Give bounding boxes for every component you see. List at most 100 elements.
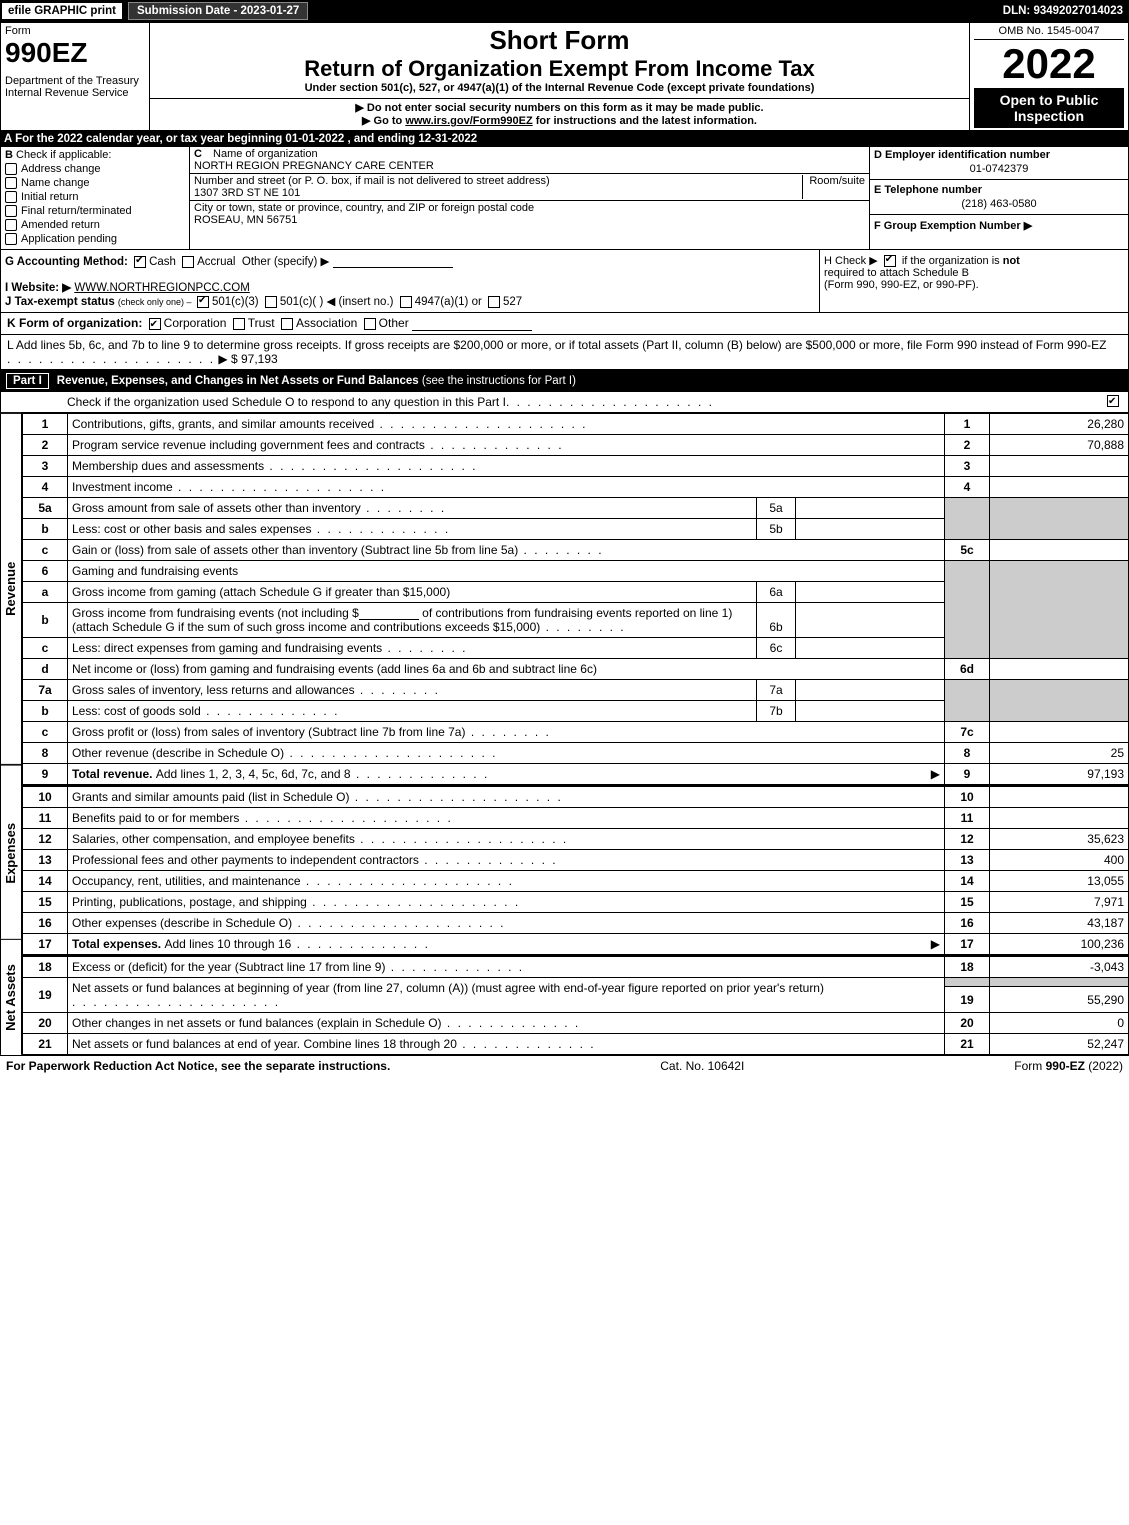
line-6a-subval [796, 581, 945, 602]
checkbox-final-return[interactable] [5, 205, 17, 217]
table-row: 4Investment income4 [23, 476, 1129, 497]
section-k-row: K Form of organization: Corporation Trus… [0, 313, 1129, 334]
table-row: 3Membership dues and assessments3 [23, 455, 1129, 476]
part-1-header: Part I Revenue, Expenses, and Changes in… [0, 370, 1129, 392]
table-row: 14Occupancy, rent, utilities, and mainte… [23, 871, 1129, 892]
line-1-desc: Contributions, gifts, grants, and simila… [72, 417, 374, 431]
instruction-goto: ▶ Go to www.irs.gov/Form990EZ for instru… [154, 114, 965, 127]
checkbox-association[interactable] [281, 318, 293, 330]
org-name: NORTH REGION PREGNANCY CARE CENTER [194, 160, 434, 172]
line-6b-subval [796, 602, 945, 637]
section-b: B Check if applicable: Address change Na… [1, 147, 190, 249]
tax-exempt-label: J Tax-exempt status [5, 296, 115, 308]
part-1-title: Revenue, Expenses, and Changes in Net As… [57, 375, 419, 387]
opt-accrual: Accrual [197, 256, 235, 268]
checkbox-initial-return[interactable] [5, 191, 17, 203]
checkbox-4947[interactable] [400, 296, 412, 308]
website-link[interactable]: WWW.NORTHREGIONPCC.COM [74, 282, 249, 294]
line-2-value: 70,888 [990, 434, 1129, 455]
line-7b-desc: Less: cost of goods sold [72, 704, 201, 718]
efile-print-button[interactable]: efile GRAPHIC print [2, 3, 122, 19]
ein-value: 01-0742379 [874, 163, 1124, 175]
under-section: Under section 501(c), 527, or 4947(a)(1)… [154, 82, 965, 94]
line-7a-desc: Gross sales of inventory, less returns a… [72, 683, 355, 697]
checkbox-corporation[interactable] [149, 318, 161, 330]
line-6a-desc: Gross income from gaming (attach Schedul… [68, 581, 757, 602]
checkbox-527[interactable] [488, 296, 500, 308]
line-6-desc: Gaming and fundraising events [68, 560, 945, 581]
instruction-no-ssn: ▶ Do not enter social security numbers o… [154, 101, 965, 114]
checkbox-other-org[interactable] [364, 318, 376, 330]
opt-association: Association [296, 316, 357, 330]
checkbox-application-pending[interactable] [5, 233, 17, 245]
line-21-desc: Net assets or fund balances at end of ye… [72, 1037, 457, 1051]
opt-amended-return: Amended return [21, 219, 100, 231]
checkbox-address-change[interactable] [5, 163, 17, 175]
opt-501c3: 501(c)(3) [212, 296, 259, 308]
line-5a-subval [796, 497, 945, 518]
line-13-desc: Professional fees and other payments to … [72, 853, 419, 867]
line-6b-desc-p1: Gross income from fundraising events (no… [72, 606, 359, 620]
checkbox-cash[interactable] [134, 256, 146, 268]
line-19-desc: Net assets or fund balances at beginning… [72, 981, 824, 995]
telephone-value: (218) 463-0580 [874, 198, 1124, 210]
table-row: 17Total expenses. Add lines 10 through 1… [23, 934, 1129, 955]
part-1-grid: Revenue Expenses Net Assets 1Contributio… [0, 413, 1129, 1055]
checkbox-501c[interactable] [265, 296, 277, 308]
line-12-value: 35,623 [990, 829, 1129, 850]
section-l-arrow: ▶ $ [218, 352, 237, 366]
table-row: 18Excess or (deficit) for the year (Subt… [23, 956, 1129, 978]
footer-cat-no: Cat. No. 10642I [660, 1059, 744, 1073]
checkbox-schedule-o-used[interactable] [1107, 395, 1119, 407]
table-row: 7aGross sales of inventory, less returns… [23, 680, 1129, 701]
line-11-desc: Benefits paid to or for members [72, 811, 239, 825]
section-b-caption: Check if applicable: [16, 149, 111, 161]
form-header: Form 990EZ Department of the Treasury In… [0, 22, 1129, 131]
line-9-desc-bold: Total revenue. [72, 767, 156, 781]
checkbox-amended-return[interactable] [5, 219, 17, 231]
line-17-desc-bold: Total expenses. [72, 937, 164, 951]
table-row: 16Other expenses (describe in Schedule O… [23, 913, 1129, 934]
section-c-label: C [194, 148, 202, 160]
line-11-value [990, 808, 1129, 829]
line-5b-desc: Less: cost or other basis and sales expe… [72, 522, 311, 536]
line-3-desc: Membership dues and assessments [72, 459, 264, 473]
side-label-netassets: Net Assets [0, 939, 22, 1055]
table-row: cGain or (loss) from sale of assets othe… [23, 539, 1129, 560]
line-18-value: -3,043 [990, 956, 1129, 978]
tax-year: 2022 [974, 40, 1124, 88]
room-suite-caption: Room/suite [802, 175, 865, 199]
dln-label: DLN: 93492027014023 [997, 3, 1129, 19]
other-specify-blank [333, 255, 453, 268]
other-org-blank [412, 318, 532, 331]
opt-trust: Trust [248, 316, 275, 330]
line-7a-subval [796, 680, 945, 701]
line-8-value: 25 [990, 743, 1129, 764]
line-19-value: 55,290 [990, 986, 1129, 1012]
line-4-value [990, 476, 1129, 497]
line-6d-value [990, 659, 1129, 680]
line-4-desc: Investment income [72, 480, 173, 494]
line-5b-subval [796, 518, 945, 539]
instr2-prefix: ▶ Go to [362, 115, 405, 127]
line-10-desc: Grants and similar amounts paid (list in… [72, 790, 349, 804]
section-gh-row: G Accounting Method: Cash Accrual Other … [0, 250, 1129, 313]
table-row: 5aGross amount from sale of assets other… [23, 497, 1129, 518]
line-12-desc: Salaries, other compensation, and employ… [72, 832, 355, 846]
checkbox-name-change[interactable] [5, 177, 17, 189]
section-h-suffix: if the organization is [902, 255, 1003, 267]
line-13-value: 400 [990, 850, 1129, 871]
section-a-tax-year: A For the 2022 calendar year, or tax yea… [0, 131, 1129, 147]
checkbox-501c3[interactable] [197, 296, 209, 308]
checkbox-trust[interactable] [233, 318, 245, 330]
table-row: 19Net assets or fund balances at beginni… [23, 978, 1129, 987]
checkbox-schedule-b-not-required[interactable] [884, 255, 896, 267]
line-10-value [990, 786, 1129, 808]
line-15-value: 7,971 [990, 892, 1129, 913]
irs-form-link[interactable]: www.irs.gov/Form990EZ [405, 115, 532, 127]
table-row: 9Total revenue. Add lines 1, 2, 3, 4, 5c… [23, 764, 1129, 785]
city-value: ROSEAU, MN 56751 [194, 214, 297, 226]
line-5c-value [990, 539, 1129, 560]
side-label-expenses: Expenses [0, 765, 22, 940]
checkbox-accrual[interactable] [182, 256, 194, 268]
